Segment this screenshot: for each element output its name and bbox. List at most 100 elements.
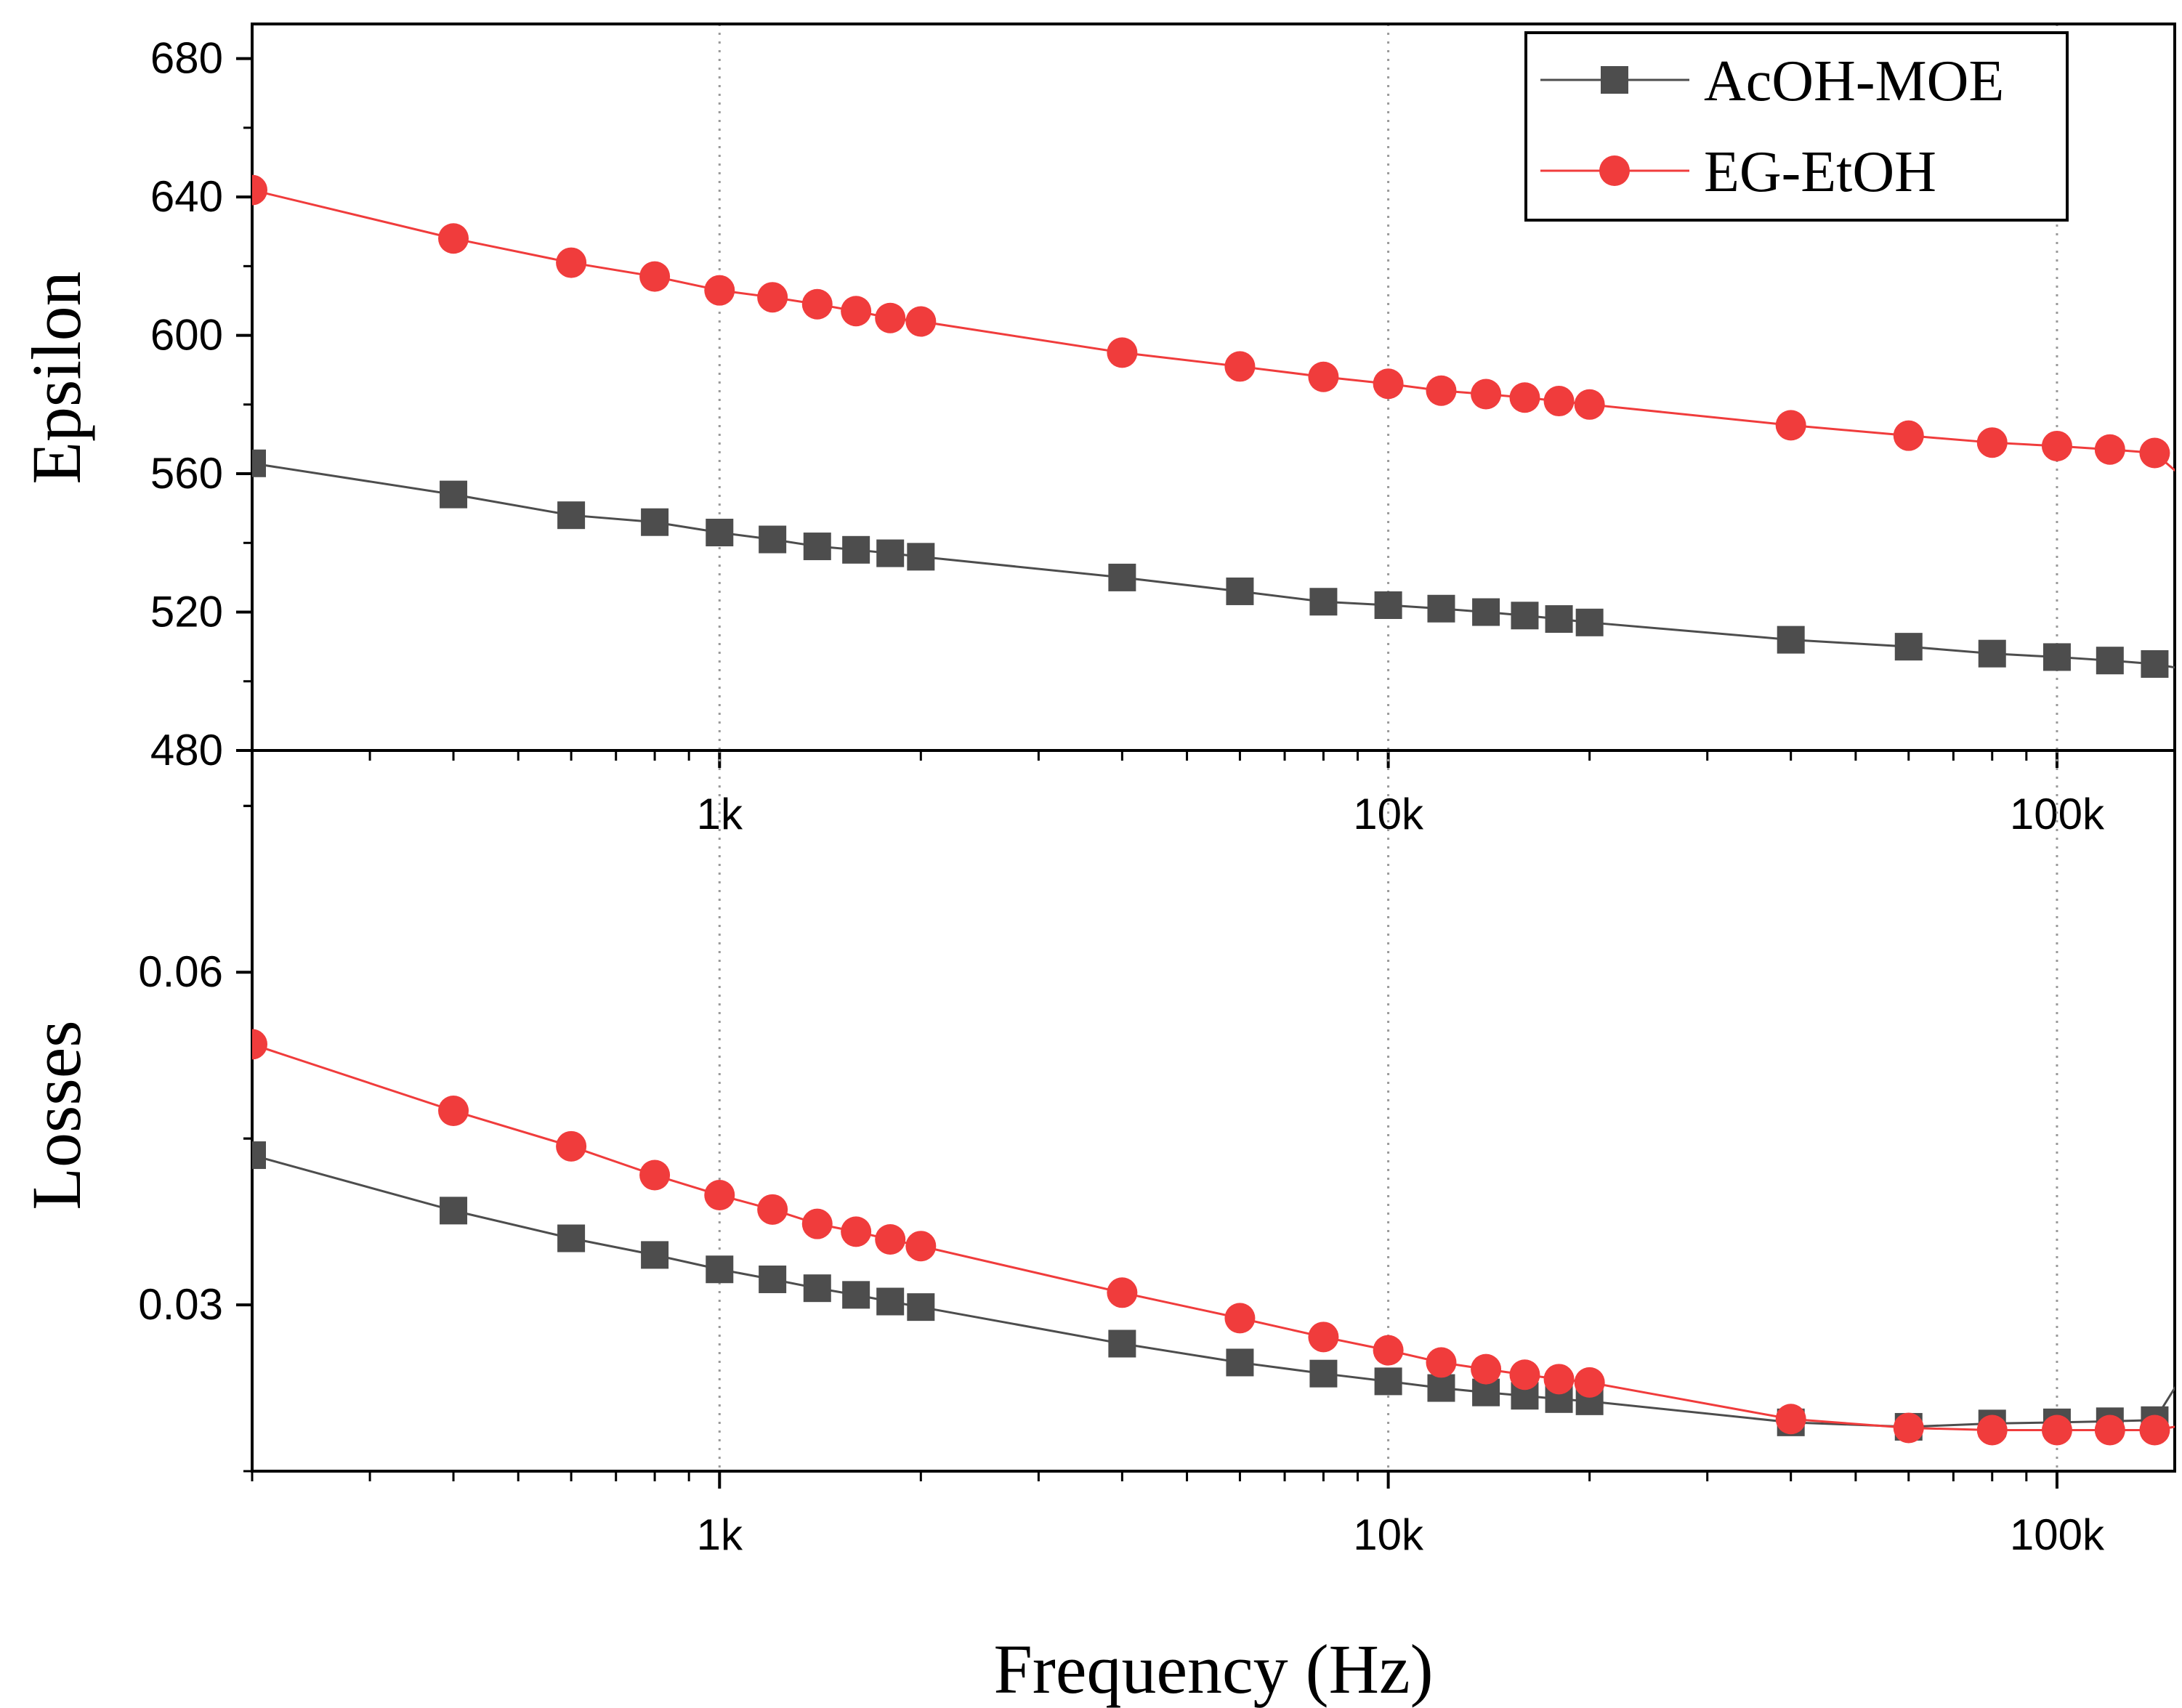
data-point-eg-etoh: [639, 261, 671, 292]
data-point-eg-etoh: [438, 1096, 469, 1126]
data-point-acoh-moe: [876, 539, 905, 567]
series-line-acoh-moe: [252, 462, 2175, 669]
data-point-eg-etoh: [1224, 1303, 1256, 1334]
data-point-eg-etoh: [639, 1159, 671, 1191]
legend-box: [1524, 31, 2069, 222]
data-point-acoh-moe: [1309, 1359, 1338, 1388]
data-point-eg-etoh: [2139, 1414, 2170, 1446]
data-point-eg-etoh: [1574, 1367, 1605, 1398]
data-point-acoh-moe: [803, 533, 831, 561]
data-point-acoh-moe: [759, 1265, 787, 1293]
data-point-acoh-moe: [440, 1197, 468, 1225]
data-point-eg-etoh: [252, 1029, 267, 1060]
data-point-acoh-moe: [557, 1224, 586, 1252]
data-point-eg-etoh: [556, 247, 587, 278]
data-point-eg-etoh: [1543, 386, 1575, 417]
y-tick-label: 0.06: [138, 947, 223, 996]
data-point-acoh-moe: [1226, 577, 1254, 605]
data-point-eg-etoh: [1471, 1353, 1502, 1385]
x-axis-title: Frequency (Hz): [993, 1630, 1433, 1708]
data-point-eg-etoh: [1893, 420, 1924, 451]
data-point-acoh-moe: [557, 501, 586, 530]
data-point-eg-etoh: [1574, 389, 1605, 420]
data-point-acoh-moe: [907, 1293, 935, 1322]
data-point-eg-etoh: [2178, 1415, 2182, 1446]
data-point-acoh-moe: [1777, 626, 1805, 654]
legend-label: AcOH-MOE: [1704, 49, 2004, 113]
data-point-eg-etoh: [556, 1130, 587, 1162]
data-point-eg-etoh: [1543, 1364, 1575, 1395]
y-tick-label: 0.03: [138, 1280, 223, 1329]
data-point-eg-etoh: [2041, 430, 2072, 461]
legend-marker: [1599, 155, 1630, 186]
data-point-eg-etoh: [1107, 337, 1138, 368]
series-line-eg-etoh: [252, 189, 2175, 472]
data-point-eg-etoh: [875, 302, 906, 333]
data-point-eg-etoh: [757, 282, 788, 313]
data-point-eg-etoh: [757, 1194, 788, 1225]
data-point-eg-etoh: [704, 1179, 735, 1210]
y-tick-label: 640: [150, 172, 223, 221]
series-line-acoh-moe: [252, 1154, 2175, 1428]
data-point-acoh-moe: [641, 508, 669, 536]
data-point-eg-etoh: [1775, 410, 1806, 441]
data-point-acoh-moe: [907, 543, 935, 571]
data-point-acoh-moe: [1374, 1367, 1402, 1396]
y-tick-label: 600: [150, 311, 223, 360]
data-point-eg-etoh: [2178, 441, 2182, 471]
data-point-acoh-moe: [2096, 647, 2124, 675]
data-point-acoh-moe: [1108, 1329, 1136, 1358]
data-point-eg-etoh: [1426, 375, 1457, 406]
data-point-eg-etoh: [905, 306, 937, 337]
data-point-eg-etoh: [1373, 368, 1404, 400]
data-point-eg-etoh: [801, 288, 833, 320]
data-point-eg-etoh: [704, 275, 735, 306]
data-point-eg-etoh: [841, 1216, 872, 1247]
data-point-eg-etoh: [2041, 1414, 2072, 1446]
data-point-eg-etoh: [1308, 361, 1339, 392]
data-point-acoh-moe: [803, 1274, 831, 1303]
y-tick-label: 480: [150, 726, 223, 774]
data-point-acoh-moe: [1894, 633, 1923, 661]
data-point-acoh-moe: [1978, 639, 2006, 668]
data-point-eg-etoh: [252, 174, 267, 206]
data-point-acoh-moe: [440, 480, 468, 509]
data-point-acoh-moe: [252, 449, 266, 477]
data-point-acoh-moe: [706, 1255, 734, 1284]
plot-frame: [251, 749, 2176, 1473]
data-point-eg-etoh: [801, 1208, 833, 1239]
data-point-acoh-moe: [706, 519, 734, 546]
data-point-eg-etoh: [2094, 434, 2125, 465]
data-point-eg-etoh: [2139, 437, 2170, 469]
data-point-acoh-moe: [1545, 605, 1573, 634]
data-point-acoh-moe: [1427, 594, 1455, 623]
legend-marker: [1601, 66, 1628, 94]
data-point-eg-etoh: [1976, 427, 2008, 458]
data-point-eg-etoh: [905, 1231, 937, 1262]
data-point-eg-etoh: [1509, 382, 1540, 413]
data-point-acoh-moe: [1511, 602, 1539, 630]
data-point-acoh-moe: [842, 535, 870, 564]
data-point-acoh-moe: [1575, 608, 1604, 636]
data-point-eg-etoh: [2094, 1414, 2125, 1446]
x-tick-label-10k: 10k: [1353, 1510, 1424, 1559]
data-point-acoh-moe: [2042, 643, 2071, 671]
x-tick-label-1k: 1k: [697, 1510, 743, 1559]
data-point-eg-etoh: [875, 1224, 906, 1255]
data-point-eg-etoh: [1976, 1414, 2008, 1446]
data-point-acoh-moe: [1108, 563, 1136, 591]
data-point-acoh-moe: [1309, 588, 1338, 616]
data-point-eg-etoh: [1509, 1359, 1540, 1391]
data-point-eg-etoh: [1775, 1404, 1806, 1435]
data-point-eg-etoh: [1308, 1322, 1339, 1353]
data-point-acoh-moe: [2141, 649, 2169, 678]
series-line-eg-etoh: [252, 1043, 2175, 1432]
y-axis-title: Losses: [17, 1020, 95, 1210]
y-tick-label: 560: [150, 449, 223, 498]
data-point-eg-etoh: [1373, 1335, 1404, 1366]
data-point-eg-etoh: [1471, 379, 1502, 410]
legend: AcOH-MOE EG-EtOH: [1524, 31, 2069, 222]
y-tick-label: 680: [150, 34, 223, 83]
